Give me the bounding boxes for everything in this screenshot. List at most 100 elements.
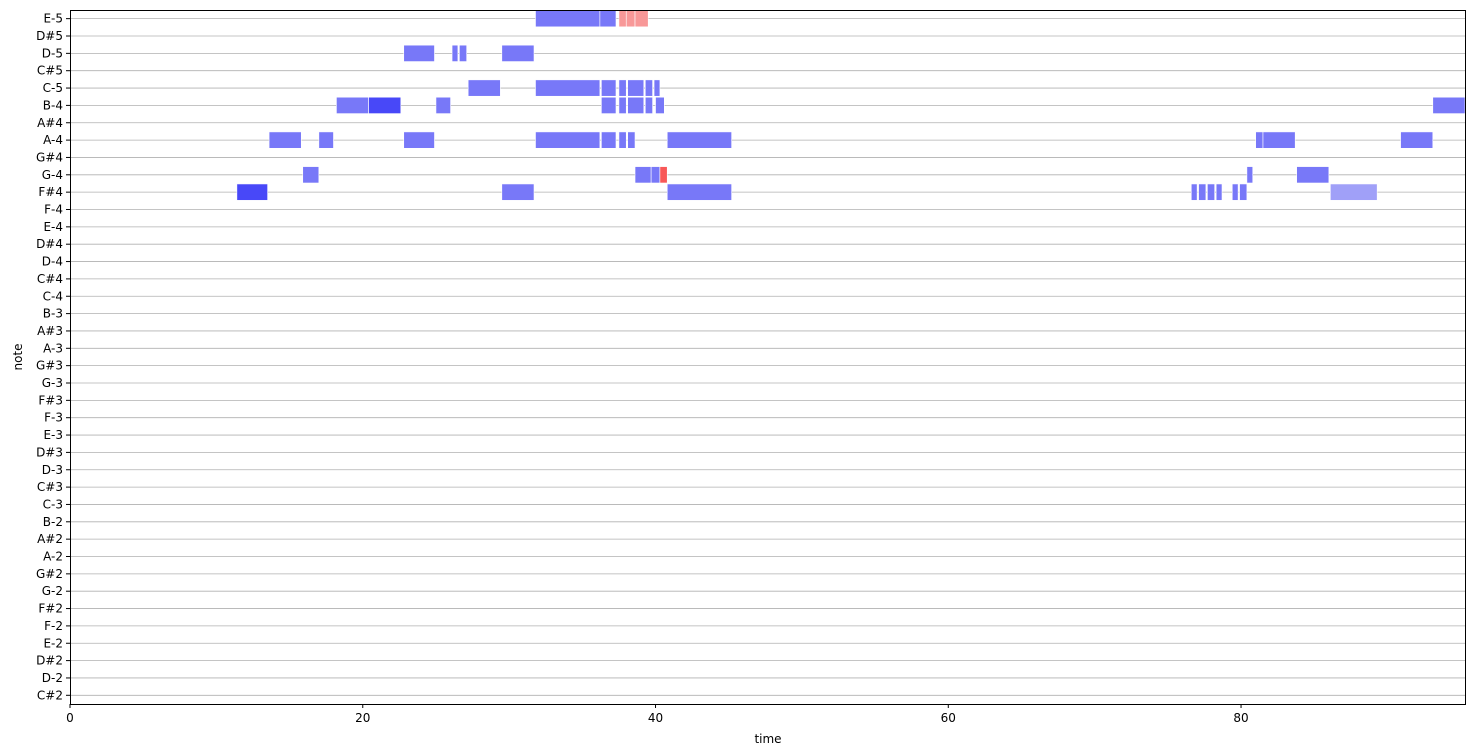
note-bar (1231, 183, 1239, 201)
y-tick-label: A#4 (37, 116, 63, 130)
y-tick-label: G#4 (36, 150, 63, 164)
y-tick-label: A#3 (37, 324, 63, 338)
y-tick-label: C-4 (43, 289, 63, 303)
note-bar (666, 183, 732, 201)
note-bar (655, 96, 665, 114)
note-bar (1198, 183, 1207, 201)
x-tick-label: 40 (648, 711, 663, 725)
note-bar (1400, 131, 1434, 149)
y-tick-label: C#5 (37, 64, 63, 78)
note-bar (627, 79, 645, 97)
y-tick-label: G#3 (36, 359, 63, 373)
note-bar (368, 96, 402, 114)
note-bar (653, 79, 661, 97)
y-tick-label: A-4 (43, 133, 63, 147)
note-bar (601, 79, 617, 97)
note-bar (618, 79, 627, 97)
note-bar (618, 131, 627, 149)
note-bar (1255, 131, 1264, 149)
note-bar (535, 79, 601, 97)
y-tick-label: A-2 (43, 550, 63, 564)
note-bar (618, 96, 627, 114)
note-bar (403, 44, 435, 62)
note-bar (618, 10, 627, 28)
note-bar (599, 10, 617, 28)
note-bar (1246, 166, 1254, 184)
y-tick-label: C#3 (37, 480, 63, 494)
note-bar (659, 166, 668, 184)
note-bar (451, 44, 459, 62)
x-tick-label: 0 (66, 711, 74, 725)
note-bar (634, 10, 649, 28)
note-bar (1215, 183, 1223, 201)
note-bar (634, 166, 652, 184)
note-bar (435, 96, 451, 114)
note-bar (318, 131, 334, 149)
y-tick-label: G#2 (36, 567, 63, 581)
y-tick-label: B-2 (43, 515, 63, 529)
x-tick-label: 60 (941, 711, 956, 725)
note-bar (644, 79, 653, 97)
y-tick-label: D-4 (42, 255, 63, 269)
plot-frame (70, 10, 1466, 705)
y-tick-label: D-2 (42, 671, 63, 685)
y-tick-label: E-2 (43, 636, 63, 650)
y-tick-label: E-5 (43, 12, 63, 26)
y-tick-label: E-4 (43, 220, 63, 234)
note-bar (403, 131, 435, 149)
x-axis-label: time (754, 732, 781, 746)
x-tick-label: 20 (355, 711, 370, 725)
note-bar (650, 166, 661, 184)
note-bar (627, 96, 645, 114)
note-bar (1432, 96, 1466, 114)
note-bar (1296, 166, 1330, 184)
y-tick-label: D#2 (36, 654, 63, 668)
note-bar (501, 183, 535, 201)
grid-lines (70, 18, 1465, 696)
note-bar (601, 131, 617, 149)
y-tick-label: F-3 (44, 411, 63, 425)
note-bar (601, 96, 617, 114)
y-tick-label: D#3 (36, 445, 63, 459)
y-ticks: C#2 D-2 D#2 E-2 F-2 F#2 G-2 G#2 A-2 A#2 B-2 C-3 C#3 D… (36, 12, 70, 702)
note-bar (467, 79, 501, 97)
y-tick-label: B-3 (43, 307, 63, 321)
y-tick-label: C-5 (43, 81, 63, 95)
x-tick-label: 80 (1233, 711, 1248, 725)
note-bar (236, 183, 268, 201)
note-bar (268, 131, 302, 149)
y-tick-label: F#2 (38, 602, 63, 616)
y-tick-label: D-5 (42, 46, 63, 60)
x-ticks: 0 20 40 60 80 (66, 704, 1249, 725)
note-bar (1262, 131, 1296, 149)
note-bar (1239, 183, 1248, 201)
note-bar (627, 131, 636, 149)
note-bar (644, 96, 653, 114)
y-tick-label: C#4 (37, 272, 63, 286)
y-tick-label: G-4 (42, 168, 63, 182)
y-axis-label: note (11, 343, 25, 370)
note-bar (302, 166, 320, 184)
y-tick-label: C-3 (43, 497, 63, 511)
note-bar (535, 10, 601, 28)
y-tick-label: E-3 (43, 428, 63, 442)
note-bar (535, 131, 601, 149)
y-tick-label: F#4 (38, 185, 63, 199)
y-tick-label: D#4 (36, 237, 63, 251)
y-tick-label: G-2 (42, 584, 63, 598)
note-bar (1330, 183, 1378, 201)
note-bar (1207, 183, 1215, 201)
y-tick-label: F#3 (38, 393, 63, 407)
y-tick-label: G-3 (42, 376, 63, 390)
note-bar (1190, 183, 1198, 201)
y-tick-label: A-3 (43, 341, 63, 355)
y-tick-label: B-4 (43, 98, 63, 112)
note-bar (666, 131, 732, 149)
y-tick-label: F-4 (44, 203, 63, 217)
y-tick-label: A#2 (37, 532, 63, 546)
note-bar (459, 44, 467, 62)
note-bar (501, 44, 535, 62)
note-bar (336, 96, 369, 114)
y-tick-label: C#2 (37, 688, 63, 702)
